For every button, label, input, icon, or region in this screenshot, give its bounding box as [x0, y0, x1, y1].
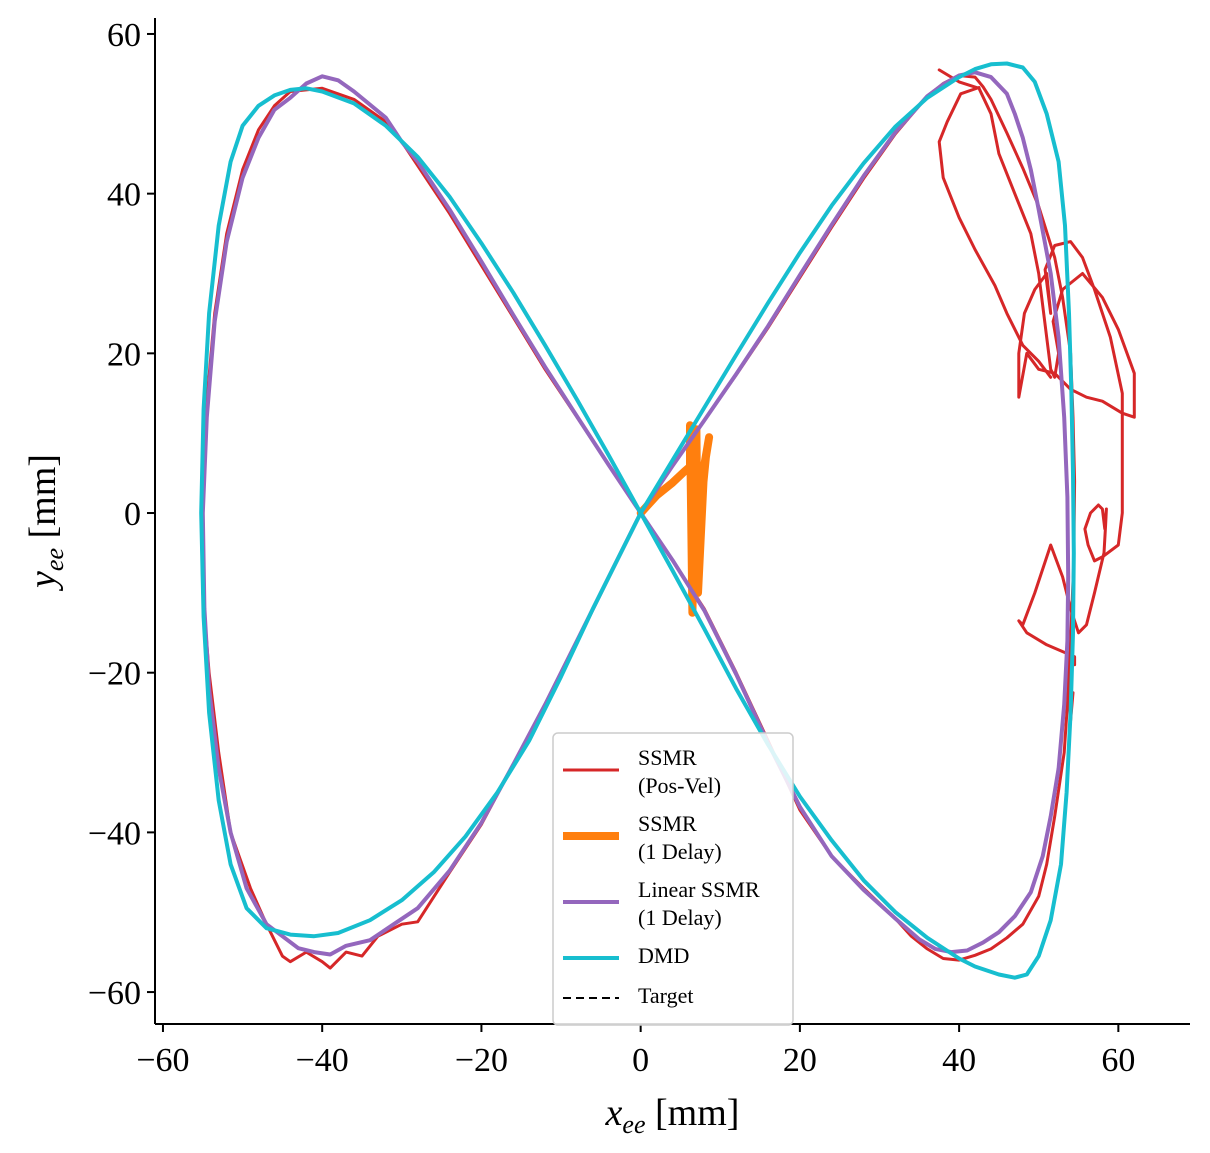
x-tick-label: 40 — [942, 1042, 976, 1079]
x-tick-label: 0 — [632, 1042, 649, 1079]
y-tick-label: 20 — [107, 336, 141, 373]
series-line-3 — [636, 421, 714, 617]
x-tick-label: −20 — [455, 1042, 508, 1079]
legend-label: SSMR — [638, 811, 697, 836]
series-line-2 — [937, 86, 1053, 379]
y-tick-label: 40 — [107, 177, 141, 214]
y-axis-label-unit: [mm] — [22, 454, 64, 548]
y-tick-label: 0 — [124, 496, 141, 533]
legend-label: SSMR — [638, 745, 697, 770]
legend-label: Linear SSMR — [638, 877, 760, 902]
y-axis-label: yee [mm] — [22, 454, 69, 592]
legend: SSMR (Pos-Vel) SSMR (1 Delay) Linear SSMR (1 … — [552, 732, 794, 1026]
x-tick-label: 60 — [1101, 1042, 1135, 1079]
y-tick-label: −40 — [88, 815, 141, 852]
legend-label: (1 Delay) — [638, 839, 722, 864]
legend-frame — [552, 732, 794, 1026]
y-tick-label: 60 — [107, 17, 141, 54]
y-axis-ticks: −60 −40 −20 0 20 40 60 — [88, 17, 155, 1012]
x-tick-label: 20 — [783, 1042, 817, 1079]
y-axis-label-var: y — [22, 571, 64, 592]
x-axis-label-unit: [mm] — [646, 1092, 740, 1134]
plot-lines — [199, 61, 1136, 980]
legend-label: Target — [638, 983, 693, 1008]
series-line-5 — [199, 61, 1076, 980]
x-axis-label-sub: ee — [622, 1110, 645, 1139]
legend-label: DMD — [638, 943, 689, 968]
y-tick-label: −20 — [88, 656, 141, 693]
x-axis-label: xee [mm] — [605, 1092, 740, 1139]
y-tick-label: −60 — [88, 975, 141, 1012]
legend-label: (1 Delay) — [638, 905, 722, 930]
x-tick-label: −40 — [296, 1042, 349, 1079]
x-axis-label-var: x — [605, 1092, 623, 1134]
legend-label: (Pos-Vel) — [638, 773, 721, 798]
series-line-1 — [937, 68, 1136, 723]
y-axis-label-sub: ee — [40, 548, 69, 571]
x-axis-ticks: −60 −40 −20 0 20 40 60 — [136, 1024, 1135, 1079]
x-tick-label: −60 — [136, 1042, 189, 1079]
